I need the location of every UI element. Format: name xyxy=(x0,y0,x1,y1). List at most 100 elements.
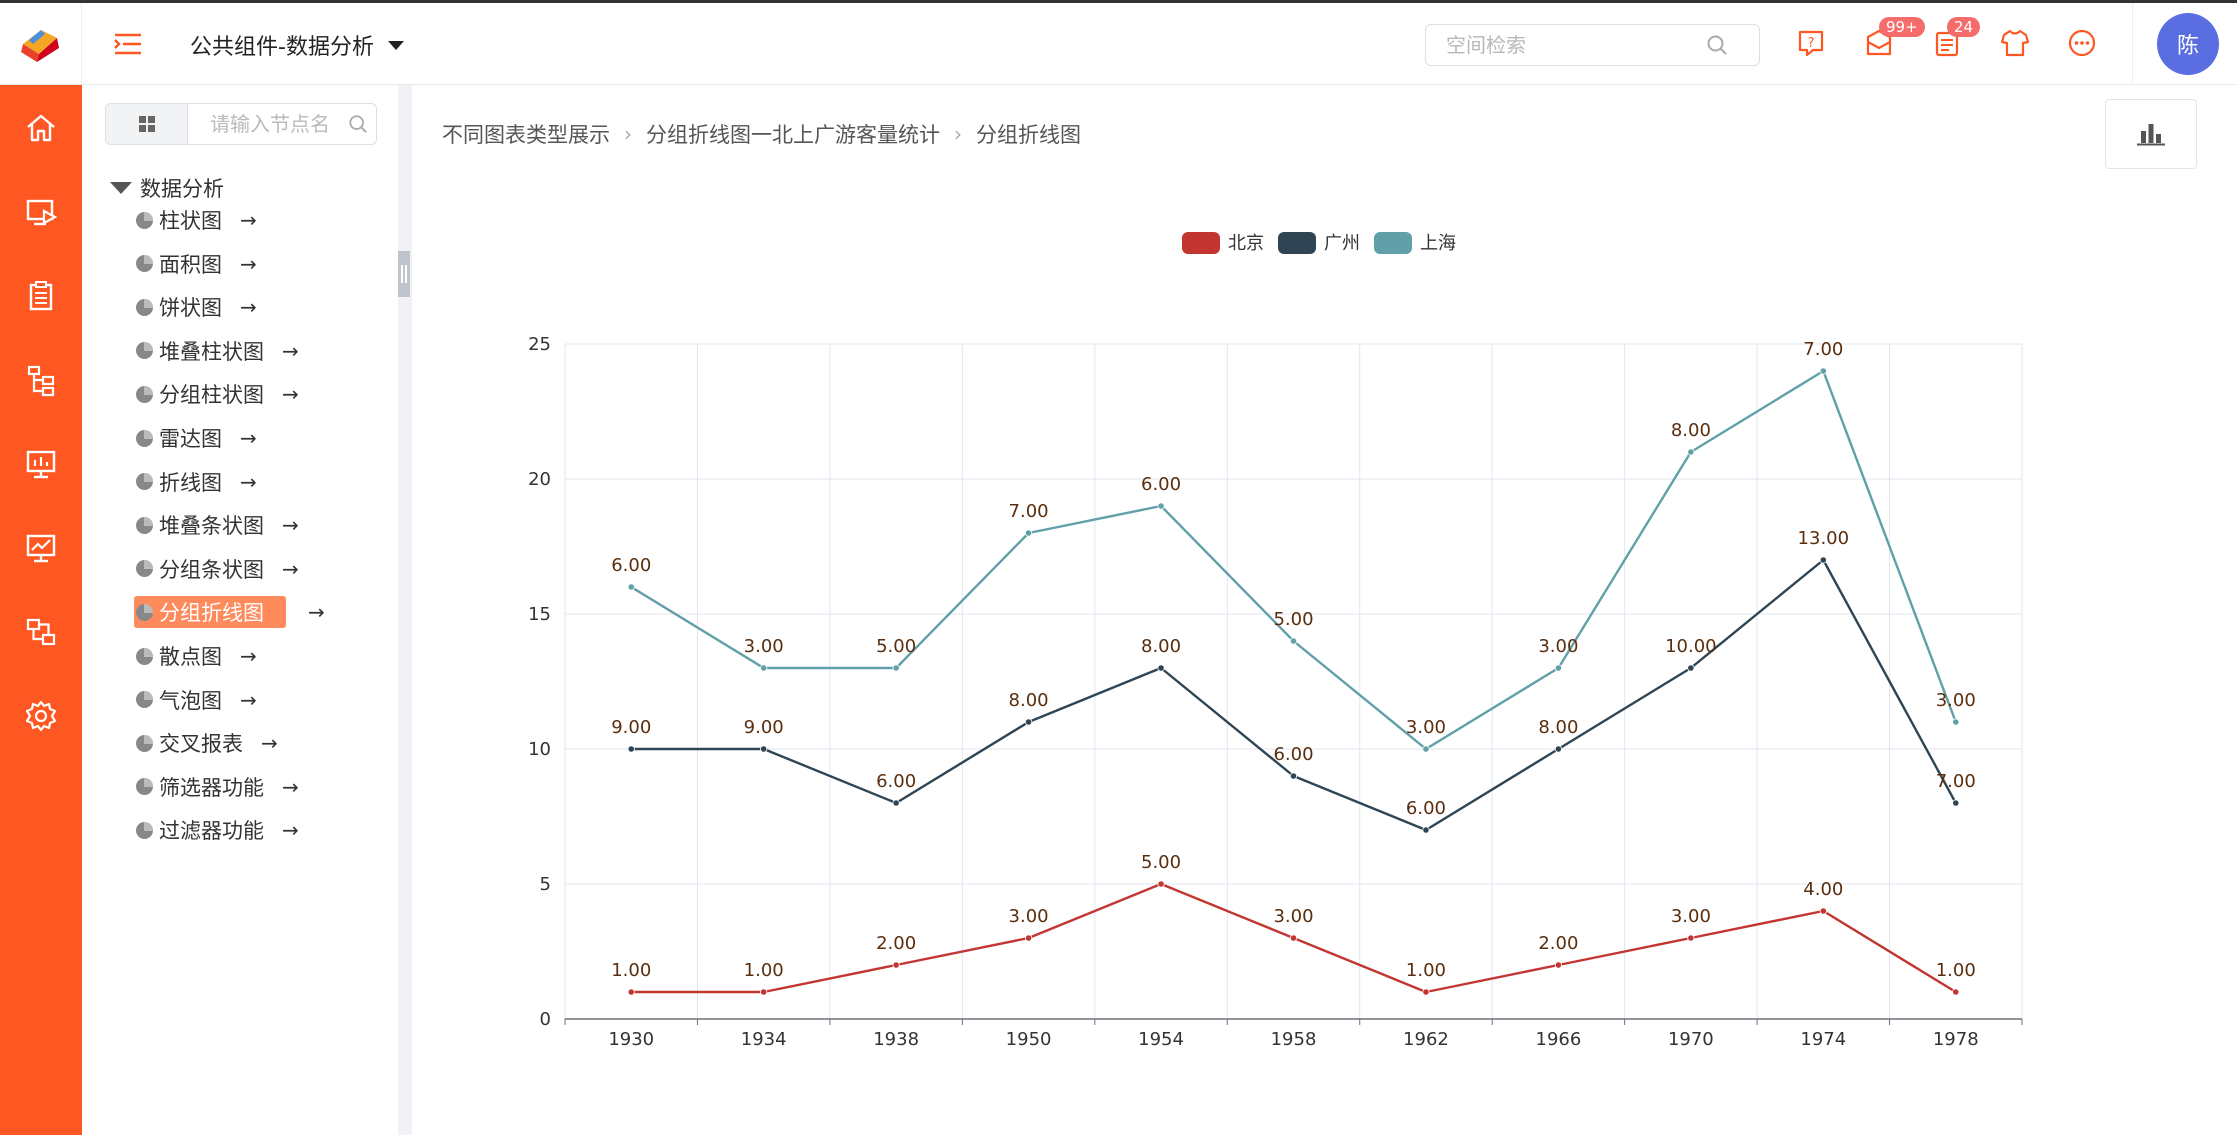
data-label: 3.00 xyxy=(1273,906,1313,927)
tree-item-12[interactable]: 气泡图 → xyxy=(134,683,257,717)
data-label: 7.00 xyxy=(1803,339,1843,360)
bar-chart-icon xyxy=(2137,124,2165,146)
panel-splitter[interactable] xyxy=(398,85,412,1135)
data-label: 3.00 xyxy=(1406,717,1446,738)
space-selector[interactable]: 公共组件-数据分析 xyxy=(190,29,404,61)
tree-item-1[interactable]: 柱状图 → xyxy=(134,203,257,237)
search-icon[interactable] xyxy=(1706,34,1728,56)
expand-triangle-icon[interactable] xyxy=(110,182,132,194)
data-label: 3.00 xyxy=(1538,636,1578,657)
tree-item-5[interactable]: 分组柱状图 → xyxy=(134,377,299,411)
user-avatar[interactable]: 陈 xyxy=(2157,13,2219,75)
arrow-right-icon[interactable]: → xyxy=(282,513,299,538)
tree-node[interactable]: 面积图 xyxy=(134,248,226,280)
tree-node[interactable]: 分组柱状图 xyxy=(134,378,268,410)
space-search-input[interactable] xyxy=(1446,33,1706,57)
tasks-button[interactable]: 24 xyxy=(1929,17,1981,61)
data-point xyxy=(1819,367,1827,375)
help-button[interactable]: ? xyxy=(1793,25,1829,61)
tree-root-node[interactable]: 数据分析 xyxy=(110,173,224,203)
data-label: 2.00 xyxy=(1538,933,1578,954)
arrow-right-icon[interactable]: → xyxy=(240,687,257,712)
tree-search-button[interactable] xyxy=(340,104,376,144)
mail-button[interactable]: 99+ xyxy=(1861,17,1925,61)
tree-item-2[interactable]: 面积图 → xyxy=(134,247,257,281)
arrow-right-icon[interactable]: → xyxy=(282,556,299,581)
tree-item-label: 饼状图 xyxy=(159,296,222,321)
tree-item-15[interactable]: 过滤器功能 → xyxy=(134,813,299,847)
tree-node[interactable]: 折线图 xyxy=(134,466,226,498)
arrow-right-icon[interactable]: → xyxy=(240,251,257,276)
arrow-right-icon[interactable]: → xyxy=(308,600,325,625)
tree-node[interactable]: 散点图 xyxy=(134,640,226,672)
more-button[interactable] xyxy=(2064,25,2100,61)
arrow-right-icon[interactable]: → xyxy=(240,208,257,232)
nav-clipboard[interactable] xyxy=(20,275,62,317)
data-label: 9.00 xyxy=(744,717,784,738)
tree-item-7[interactable]: 折线图 → xyxy=(134,465,257,499)
arrow-right-icon[interactable]: → xyxy=(240,644,257,668)
tree-node[interactable]: 分组条状图 xyxy=(134,553,268,585)
arrow-right-icon[interactable]: → xyxy=(240,426,257,450)
arrow-right-icon[interactable]: → xyxy=(240,469,257,494)
nav-home[interactable] xyxy=(20,107,62,149)
tree-item-8[interactable]: 堆叠条状图 → xyxy=(134,508,299,542)
legend-swatch-广州 xyxy=(1278,232,1316,254)
splitter-handle[interactable] xyxy=(398,251,410,297)
tree-node[interactable]: 雷达图 xyxy=(134,422,226,454)
tree-node[interactable]: 气泡图 xyxy=(134,684,226,716)
nav-dashboard[interactable] xyxy=(20,443,62,485)
tree-item-3[interactable]: 饼状图 → xyxy=(134,290,257,324)
data-point xyxy=(1952,988,1960,996)
x-tick-label: 1978 xyxy=(1933,1029,1979,1050)
arrow-right-icon[interactable]: → xyxy=(282,774,299,799)
tree-structure-icon xyxy=(27,365,55,397)
nav-workflow[interactable] xyxy=(20,611,62,653)
nav-org-tree[interactable] xyxy=(20,359,62,401)
data-label: 8.00 xyxy=(1538,717,1578,738)
tree-item-label: 散点图 xyxy=(159,645,222,669)
tree-item-6[interactable]: 雷达图 → xyxy=(134,421,257,455)
arrow-right-icon[interactable]: → xyxy=(240,295,257,320)
tree-node[interactable]: 堆叠条状图 xyxy=(134,509,268,541)
data-point xyxy=(1687,934,1695,942)
tree-node[interactable]: 分组折线图 xyxy=(134,596,286,629)
data-point xyxy=(1819,556,1827,564)
tree-node[interactable]: 堆叠柱状图 xyxy=(134,335,268,367)
nav-settings[interactable] xyxy=(20,695,62,737)
tree-search-input[interactable] xyxy=(188,104,340,144)
arrow-right-icon[interactable]: → xyxy=(282,818,299,843)
theme-button[interactable] xyxy=(1997,25,2033,61)
tree-node[interactable]: 饼状图 xyxy=(134,291,226,323)
nav-analytics[interactable] xyxy=(20,527,62,569)
tree-node[interactable]: 过滤器功能 xyxy=(134,814,268,846)
y-tick-label: 0 xyxy=(540,1009,551,1030)
breadcrumb-item[interactable]: 分组折线图一北上广游客量统计 xyxy=(646,123,940,147)
legend-swatch-北京 xyxy=(1182,232,1220,254)
arrow-right-icon[interactable]: → xyxy=(261,731,278,756)
window-top-border xyxy=(0,0,2237,3)
view-toggle-button[interactable] xyxy=(106,104,188,144)
app-logo[interactable] xyxy=(0,3,82,85)
tree-item-4[interactable]: 堆叠柱状图 → xyxy=(134,334,299,368)
data-label: 6.00 xyxy=(1141,474,1181,495)
arrow-right-icon[interactable]: → xyxy=(282,338,299,363)
tree-item-14[interactable]: 筛选器功能 → xyxy=(134,770,299,804)
tree-item-label: 柱状图 xyxy=(159,209,222,233)
tree-item-9[interactable]: 分组条状图 → xyxy=(134,552,299,586)
space-search[interactable] xyxy=(1425,24,1760,66)
nav-media[interactable] xyxy=(20,191,62,233)
more-icon xyxy=(2068,29,2096,57)
breadcrumb-item[interactable]: 不同图表类型展示 xyxy=(442,123,610,147)
tree-item-10[interactable]: 分组折线图 → xyxy=(134,595,325,629)
y-tick-label: 15 xyxy=(528,604,551,625)
tree-item-13[interactable]: 交叉报表 → xyxy=(134,726,278,760)
tree-node[interactable]: 柱状图 xyxy=(134,204,226,236)
menu-toggle-button[interactable] xyxy=(112,28,144,60)
y-tick-label: 10 xyxy=(528,739,551,760)
tree-item-11[interactable]: 散点图 → xyxy=(134,639,257,673)
tree-node[interactable]: 筛选器功能 xyxy=(134,771,268,803)
arrow-right-icon[interactable]: → xyxy=(282,382,299,407)
chart-type-button[interactable] xyxy=(2105,99,2197,169)
tree-node[interactable]: 交叉报表 xyxy=(134,727,247,759)
